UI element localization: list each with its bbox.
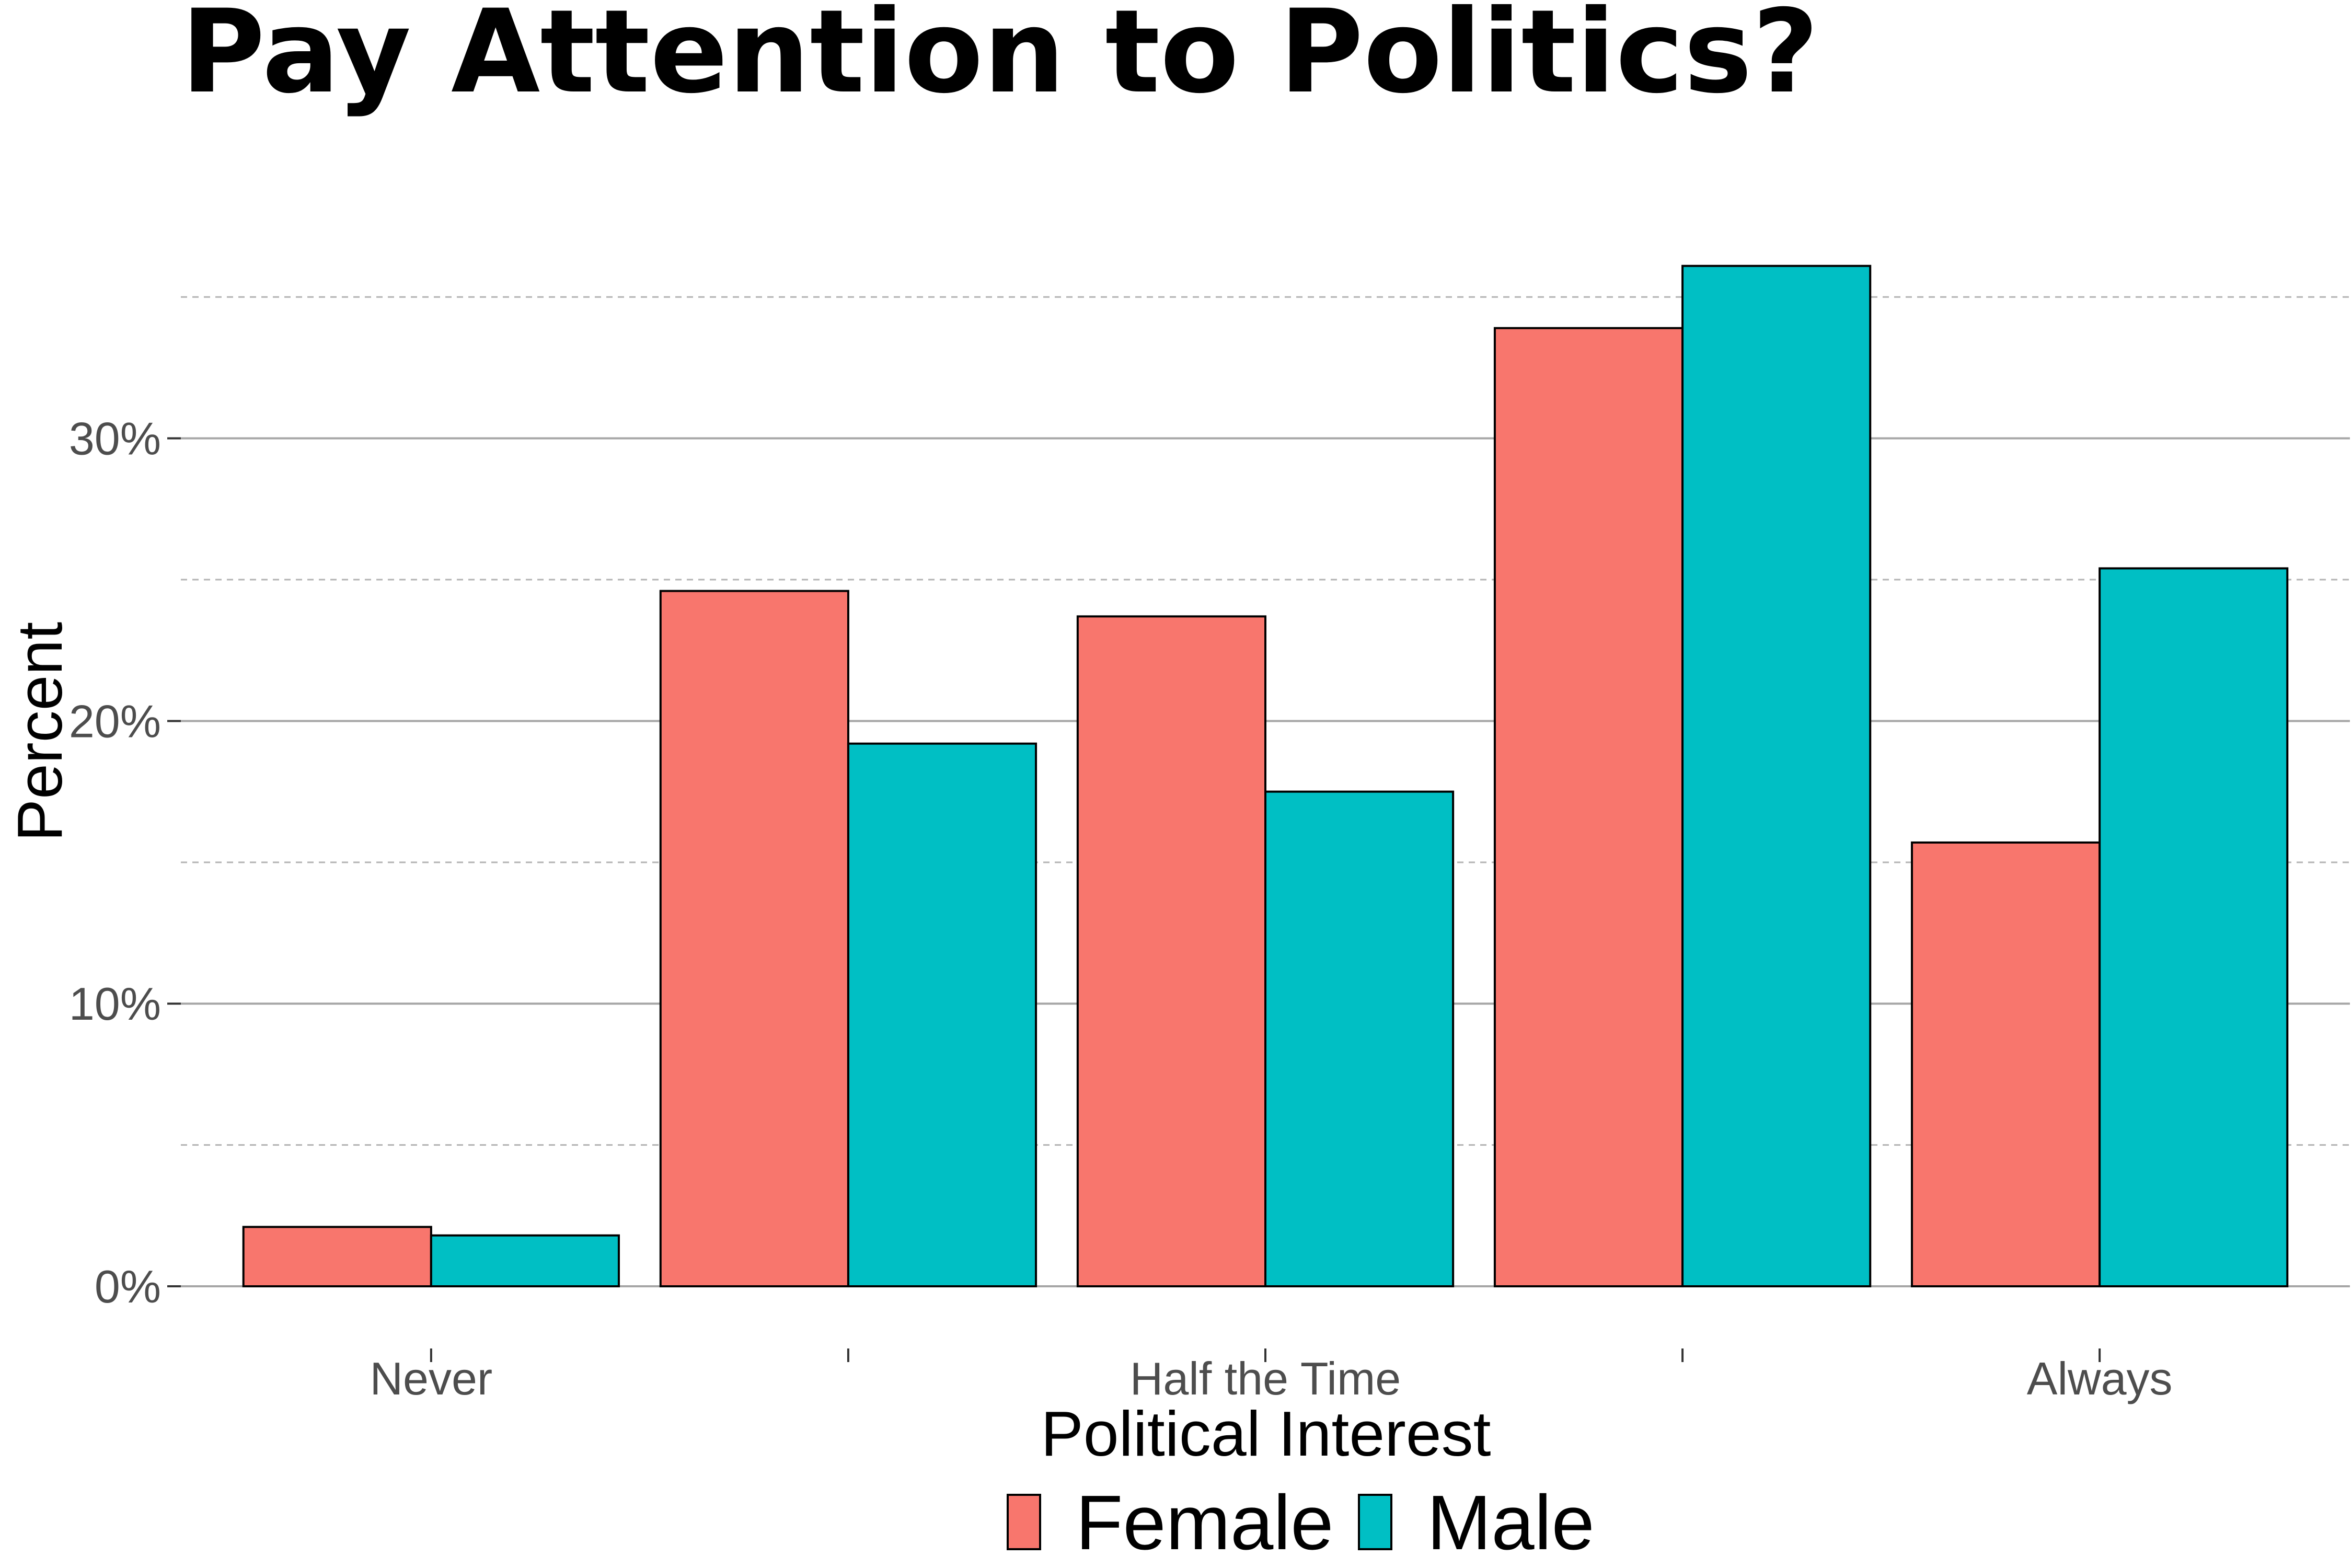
legend-label-male: Male xyxy=(1427,1480,1595,1566)
x-tick-label-2: Half the Time xyxy=(1130,1353,1401,1404)
legend: Female Male xyxy=(1007,1480,1595,1566)
y-tick-label-1: 10% xyxy=(69,978,161,1030)
bar-male-3 xyxy=(1681,264,1872,1288)
bar-male-0 xyxy=(430,1234,620,1288)
chart-title: Pay Attention to Politics? xyxy=(181,0,1819,119)
y-tick-label-3: 30% xyxy=(69,413,161,465)
bar-male-4 xyxy=(2099,567,2289,1288)
bar-male-1 xyxy=(847,742,1037,1288)
bar-female-3 xyxy=(1493,327,1684,1288)
bar-female-0 xyxy=(242,1226,432,1288)
x-axis-title: Political Interest xyxy=(1041,1398,1491,1469)
bar-female-4 xyxy=(1911,841,2101,1288)
axis-layer: 0% 10% 20% 30% Never Half the Time Always xyxy=(69,413,2173,1404)
bar-female-1 xyxy=(659,590,849,1288)
y-axis-title: Percent xyxy=(4,622,75,841)
x-tick-label-4: Always xyxy=(2027,1353,2173,1404)
legend-key-female xyxy=(1007,1494,1041,1550)
y-tick-label-2: 20% xyxy=(69,695,161,747)
bar-female-2 xyxy=(1076,615,1267,1288)
bar-male-2 xyxy=(1264,790,1455,1288)
bars-layer xyxy=(242,264,2289,1288)
legend-key-male xyxy=(1358,1494,1392,1550)
y-tick-label-0: 0% xyxy=(95,1261,161,1312)
legend-label-female: Female xyxy=(1076,1480,1334,1566)
x-tick-label-0: Never xyxy=(370,1353,492,1404)
